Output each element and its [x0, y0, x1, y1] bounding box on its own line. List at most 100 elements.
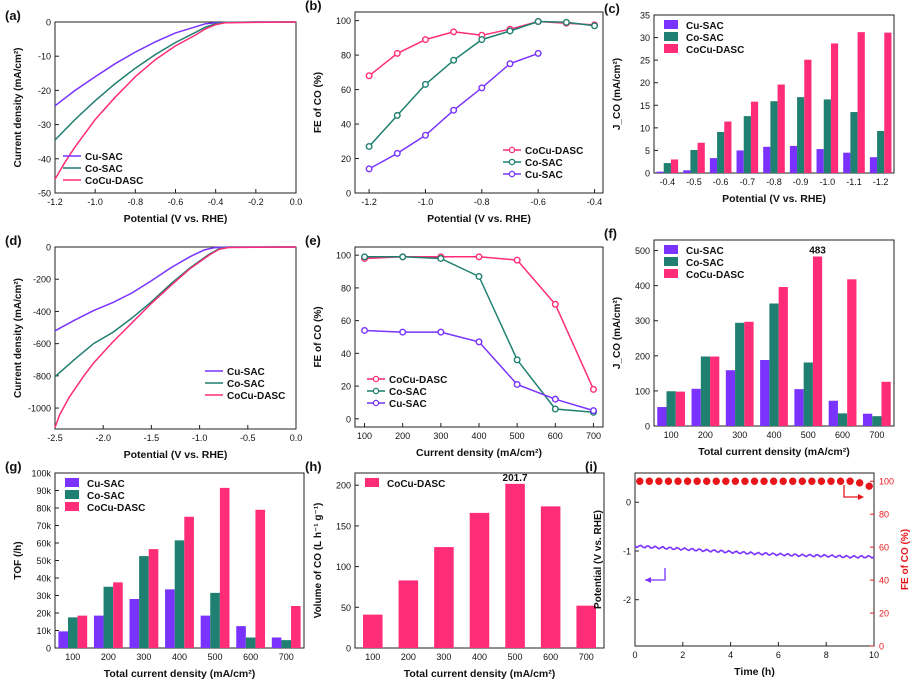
panel-b-point-cu-sac-6	[534, 49, 542, 57]
panel-b-point-co-sac-5	[506, 27, 514, 35]
panel-c-bar-cocu-dasc--1.0	[830, 43, 839, 173]
panel-b-point-co-sac-8	[591, 22, 599, 30]
panel-i-point-fe-of-co-17	[798, 477, 806, 485]
panel-c-legend-swatch-cu-sac	[664, 20, 678, 29]
panel-d-ylabel: Current density (mA/cm²)	[13, 278, 24, 398]
panel-e-ytick: 60	[341, 316, 351, 326]
panel-g-xtick: 500	[208, 652, 223, 662]
panel-i-point-fe-of-co-24	[865, 482, 873, 490]
panel-e-legend-marker	[372, 399, 380, 407]
panel-g-bar-cu-sac-100	[58, 631, 68, 648]
panel-h-xtick: 200	[401, 652, 416, 662]
panel-g-legend-cocu-dasc: CoCu-DASC	[87, 503, 145, 514]
panel-g-ytick: 40k	[36, 574, 51, 584]
panel-i-y2tick: 40	[879, 576, 889, 586]
panel-g-ylabel: TOF (/h)	[13, 541, 24, 579]
panel-e-point-cu-sac-5	[551, 395, 559, 403]
panel-i-arrow-left	[645, 568, 666, 581]
panel-e: (e) Current density (mA/cm²) 0 20 40 60 80 100 1…	[305, 233, 604, 459]
panel-a-xtick: -0.2	[248, 197, 264, 207]
panel-h-label: (h)	[305, 459, 322, 474]
panel-f-xtick: 300	[732, 430, 747, 440]
panel-g-legend-co-sac: Co-SAC	[87, 491, 125, 502]
panel-f-legend-cu-sac: Cu-SAC	[686, 246, 724, 257]
panel-a-legend-co-sac: Co-SAC	[85, 164, 123, 175]
panel-e-point-co-sac-5	[551, 405, 559, 413]
panel-d-frame	[54, 246, 297, 430]
panel-i-point-fe-of-co-7	[703, 477, 711, 485]
panel-i-point-fe-of-co-19	[817, 477, 826, 485]
panel-c-xtick: -0.4	[660, 177, 676, 187]
panel-c-xtick: -0.8	[766, 177, 782, 187]
panel-i-point-fe-of-co-15	[779, 477, 787, 485]
panel-e-point-co-sac-4	[513, 356, 521, 364]
panel-h-ytick: 0	[346, 644, 351, 654]
panel-c-xtick: -0.6	[713, 177, 729, 187]
panel-f-ytick: 500	[635, 246, 650, 256]
panel-h-legend-swatch-cocu-dasc	[365, 478, 379, 487]
panel-f-ytick: 200	[635, 351, 650, 361]
panel-g-xtick: 100	[65, 652, 80, 662]
panel-e-legend-cu-sac: Cu-SAC	[389, 399, 427, 410]
panel-c-bar-cocu-dasc--0.9	[804, 59, 812, 173]
panel-i-xtick: 4	[728, 650, 733, 660]
panel-d: (d) Potential (V vs. RHE) -1000 -800 -600 -40…	[5, 233, 302, 461]
panel-f-ytick: 100	[635, 386, 650, 396]
panel-i-ytick: -2	[623, 595, 631, 605]
panel-h-bar-cocu-dasc-400	[469, 512, 490, 648]
panel-d-xtick: -1.0	[192, 433, 208, 443]
panel-f-legend-cocu-dasc: CoCu-DASC	[686, 270, 744, 281]
panel-e-xtick: 600	[548, 431, 563, 441]
panel-f-legend-swatch-cu-sac	[664, 245, 678, 254]
panel-c: (c) Potential (V vs. RHE) 0 5 10 15 20 25 30 35 -0…	[604, 1, 895, 205]
panel-c-bar-co-sac--0.6	[717, 131, 725, 173]
panel-h-xtick: 600	[543, 652, 558, 662]
panel-c-bar-cu-sac--0.8	[763, 146, 771, 173]
panel-f-bar-cocu-dasc-600	[847, 279, 857, 426]
panel-c-bar-cu-sac--1.1	[843, 152, 851, 173]
panel-i-point-fe-of-co-20	[827, 477, 835, 485]
panel-b-point-co-sac-4	[478, 36, 486, 44]
panel-i-point-fe-of-co-22	[846, 477, 854, 485]
panel-c-xtick: -0.9	[793, 177, 809, 187]
panel-c-ytick: 5	[645, 146, 650, 156]
panel-g-label: (g)	[5, 459, 22, 474]
panel-e-point-co-sac-0	[361, 253, 369, 261]
panel-e-xlabel: Current density (mA/cm²)	[416, 447, 542, 459]
panel-b-point-cocu-dasc-2	[421, 36, 429, 44]
panel-c-xlabel: Potential (V vs. RHE)	[722, 193, 826, 205]
panel-f-bar-cu-sac-200	[691, 388, 701, 426]
panel-f-xtick: 200	[698, 430, 713, 440]
panel-i-y2tick: 0	[879, 642, 884, 652]
panel-c-bar-co-sac--0.8	[770, 101, 778, 173]
panel-b-ytick: 80	[341, 51, 351, 61]
panel-e-point-cu-sac-1	[399, 328, 407, 336]
panel-f-bar-cu-sac-300	[725, 370, 736, 426]
panel-g-xtick: 200	[101, 652, 116, 662]
panel-a-legend-cocu-dasc: CoCu-DASC	[85, 176, 143, 187]
panel-f-legend-swatch-cocu-dasc	[664, 269, 678, 278]
panel-h-bar-cocu-dasc-200	[398, 580, 419, 648]
panel-i-point-fe-of-co-11	[741, 477, 749, 485]
panel-f-bar-co-sac-700	[872, 416, 882, 426]
panel-g-ytick: 100k	[31, 469, 51, 479]
panel-c-ytick: 30	[640, 33, 650, 43]
panel-c-bar-cocu-dasc--0.8	[777, 84, 785, 173]
panel-b-point-cocu-dasc-3	[450, 28, 458, 36]
panel-c-ytick: 20	[640, 78, 650, 88]
panel-f-bar-co-sac-300	[735, 322, 745, 426]
panel-f-xtick: 100	[664, 430, 679, 440]
panel-i-point-fe-of-co-2	[655, 477, 663, 485]
panel-i-point-fe-of-co-13	[760, 477, 768, 485]
panel-f-legend-co-sac: Co-SAC	[686, 258, 724, 269]
panel-f-bar-cu-sac-600	[828, 400, 838, 426]
panel-h-bar-cocu-dasc-500	[505, 483, 525, 648]
panel-c-ytick: 25	[640, 56, 650, 66]
panel-f-bar-co-sac-100	[666, 391, 676, 426]
panel-e-ytick: 0	[346, 414, 351, 424]
panel-e-point-cu-sac-4	[513, 380, 521, 388]
panel-e-ytick: 80	[341, 283, 351, 293]
panel-f-bar-cu-sac-500	[794, 389, 804, 426]
panel-i-xtick: 6	[776, 650, 781, 660]
panel-c-legend-cu-sac: Cu-SAC	[686, 21, 724, 32]
